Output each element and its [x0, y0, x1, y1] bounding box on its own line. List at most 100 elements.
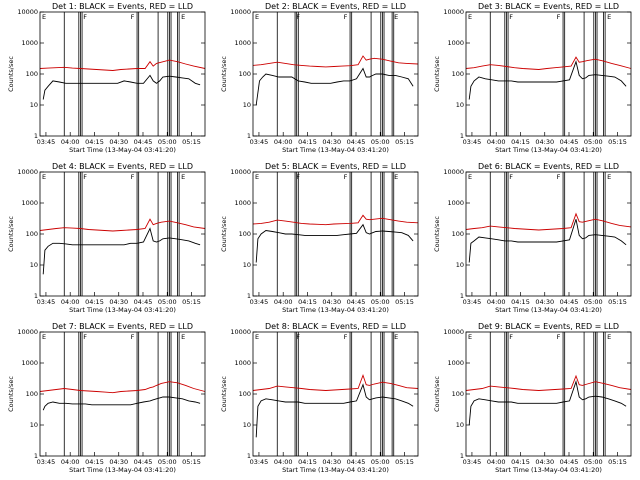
y-axis-label: Counts/sec: [220, 216, 228, 252]
x-tick-label: 03:45: [463, 298, 482, 306]
flag-label: E: [394, 173, 398, 181]
y-tick-label: 1: [247, 132, 251, 140]
y-tick-label: 10000: [230, 8, 251, 16]
x-tick-label: 04:15: [511, 298, 530, 306]
x-tick-label: 04:30: [535, 138, 554, 146]
y-tick-label: 100: [239, 390, 251, 398]
x-tick-label: 04:15: [511, 138, 530, 146]
y-tick-label: 1: [247, 452, 251, 460]
y-tick-label: 1: [460, 452, 464, 460]
y-tick-label: 10000: [230, 168, 251, 176]
plot-frame: [465, 171, 632, 297]
x-tick-label: 03:45: [463, 458, 482, 466]
lld-series-line: [39, 59, 206, 71]
x-tick-label: 03:45: [37, 298, 56, 306]
y-axis-label: Counts/sec: [433, 56, 441, 92]
x-tick-label: 05:15: [395, 298, 414, 306]
y-tick-label: 1000: [447, 359, 464, 367]
x-tick-label: 04:45: [347, 458, 366, 466]
flag-label: E: [255, 333, 259, 341]
x-tick-label: 05:15: [182, 458, 201, 466]
detector-chart-5: 1 10 100 1000 10000 03:45 04:00 04:15 04:30 04:45…: [220, 162, 419, 314]
x-tick-label: 05:00: [371, 458, 390, 466]
x-axis-label: Start Time (13-May-04 03:41:20): [282, 306, 389, 314]
flag-label: F: [131, 173, 135, 181]
detector-panel-4: 1 10 100 1000 10000 03:45 04:00 04:15 04:30 04:45…: [0, 160, 213, 320]
flag-label: E: [255, 173, 259, 181]
y-tick-label: 10000: [17, 168, 38, 176]
y-axis-label: Counts/sec: [433, 376, 441, 412]
flag-label: E: [394, 333, 398, 341]
x-tick-label: 04:15: [298, 138, 317, 146]
plot-frame: [252, 11, 419, 137]
x-tick-label: 05:00: [158, 138, 177, 146]
y-tick-label: 100: [26, 70, 38, 78]
plot-frame: [465, 11, 632, 137]
lld-series-line: [465, 374, 632, 391]
panel-title: Det 7: BLACK = Events, RED = LLD: [52, 322, 193, 331]
detector-chart-1: 1 10 100 1000 10000 03:45 04:00 04:15 04:30 04:45…: [7, 2, 206, 154]
x-tick-label: 04:00: [274, 138, 293, 146]
y-tick-label: 100: [26, 230, 38, 238]
y-tick-label: 100: [452, 70, 464, 78]
flag-label: F: [344, 333, 348, 341]
x-axis-label: Start Time (13-May-04 03:41:20): [69, 146, 176, 154]
x-tick-label: 05:00: [584, 138, 603, 146]
panel-title: Det 6: BLACK = Events, RED = LLD: [478, 162, 619, 171]
x-tick-label: 04:30: [322, 138, 341, 146]
x-tick-label: 05:15: [608, 138, 627, 146]
flag-label: F: [131, 13, 135, 21]
flag-label: E: [468, 333, 472, 341]
plot-frame: [252, 171, 419, 297]
x-tick-label: 04:30: [109, 458, 128, 466]
detector-panel-2: 1 10 100 1000 10000 03:45 04:00 04:15 04:30 04:45…: [213, 0, 426, 160]
y-tick-label: 100: [452, 230, 464, 238]
y-tick-label: 1000: [447, 39, 464, 47]
plot-frame: [39, 331, 206, 457]
x-tick-label: 04:30: [109, 138, 128, 146]
flag-label: E: [181, 333, 185, 341]
y-tick-label: 10: [243, 421, 251, 429]
x-axis-label: Start Time (13-May-04 03:41:20): [282, 466, 389, 474]
x-tick-label: 04:45: [560, 458, 579, 466]
x-tick-label: 04:00: [487, 458, 506, 466]
lld-series-line: [465, 212, 632, 231]
y-tick-label: 10000: [443, 328, 464, 336]
flag-label: F: [131, 333, 135, 341]
x-tick-label: 05:15: [395, 458, 414, 466]
x-tick-label: 03:45: [250, 138, 269, 146]
detector-chart-6: 1 10 100 1000 10000 03:45 04:00 04:15 04:30 04:45…: [433, 162, 632, 314]
x-axis-label: Start Time (13-May-04 03:41:20): [495, 306, 602, 314]
detector-panel-9: 1 10 100 1000 10000 03:45 04:00 04:15 04:30 04:45…: [426, 320, 639, 480]
lld-series-line: [39, 381, 206, 394]
events-series-line: [255, 383, 414, 438]
y-axis-label: Counts/sec: [433, 216, 441, 252]
y-axis-label: Counts/sec: [7, 376, 15, 412]
y-tick-label: 1000: [447, 199, 464, 207]
x-tick-label: 03:45: [250, 458, 269, 466]
x-tick-label: 04:00: [61, 458, 80, 466]
x-axis-label: Start Time (13-May-04 03:41:20): [69, 466, 176, 474]
detector-chart-3: 1 10 100 1000 10000 03:45 04:00 04:15 04:30 04:45…: [433, 2, 632, 154]
lld-series-line: [252, 373, 419, 391]
y-tick-label: 10000: [443, 168, 464, 176]
panel-title: Det 8: BLACK = Events, RED = LLD: [265, 322, 406, 331]
y-tick-label: 1000: [234, 39, 251, 47]
x-tick-label: 03:45: [250, 298, 269, 306]
x-tick-label: 05:00: [584, 298, 603, 306]
y-axis-label: Counts/sec: [7, 56, 15, 92]
flag-label: E: [181, 13, 185, 21]
y-tick-label: 10: [243, 101, 251, 109]
flag-label: E: [394, 13, 398, 21]
flag-label: F: [509, 173, 513, 181]
lld-series-line: [465, 56, 632, 70]
events-series-line: [255, 67, 414, 106]
events-series-line: [468, 60, 627, 100]
flag-label: F: [344, 173, 348, 181]
x-tick-label: 03:45: [37, 138, 56, 146]
x-tick-label: 05:00: [371, 298, 390, 306]
plot-frame: [39, 171, 206, 297]
x-tick-label: 05:15: [182, 298, 201, 306]
x-tick-label: 04:00: [274, 298, 293, 306]
